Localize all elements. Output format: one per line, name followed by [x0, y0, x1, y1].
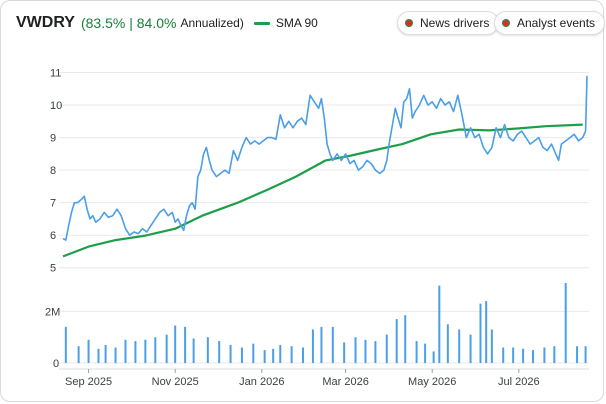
sma-legend-label: SMA 90	[275, 16, 318, 30]
volume-bar	[532, 350, 535, 363]
volume-bar	[576, 346, 579, 363]
price-axis-ticks: 5 6 7 8 9 10 11	[50, 68, 62, 275]
volume-bar	[512, 347, 515, 363]
price-tick-label: 9	[50, 133, 56, 145]
news-drivers-label: News drivers	[420, 16, 490, 30]
volume-bar	[263, 350, 266, 363]
volume-bar	[343, 342, 346, 363]
volume-bar	[438, 285, 441, 363]
volume-bar	[206, 337, 209, 363]
volume-bar	[584, 346, 587, 363]
volume-bar	[320, 326, 323, 363]
volume-bar	[144, 339, 147, 363]
performance-value: (83.5% | 84.0%	[80, 15, 177, 31]
volume-bar	[553, 346, 556, 363]
price-line	[62, 75, 588, 241]
analyst-events-dot-icon	[502, 19, 510, 27]
price-tick-label: 7	[50, 198, 56, 210]
price-tick-label: 5	[50, 263, 56, 275]
volume-bar	[458, 329, 461, 363]
price-tick-label: 11	[50, 68, 61, 80]
volume-bar	[522, 348, 525, 363]
volume-bar	[114, 347, 117, 363]
volume-tick-label: 2M	[45, 306, 60, 318]
volume-bar	[77, 346, 80, 363]
x-tick-label: Sep 2025	[65, 376, 112, 388]
sma-legend-swatch	[253, 21, 270, 25]
x-tick-label: Mar 2026	[322, 376, 368, 388]
x-axis-ticks: Sep 2025 Nov 2025 Jan 2026 Mar 2026 May 2026…	[65, 369, 540, 388]
volume-bar	[192, 338, 195, 363]
volume-bar	[165, 334, 168, 363]
price-tick-label: 8	[50, 165, 56, 177]
price-series	[62, 75, 588, 241]
x-tick-label: May 2026	[408, 376, 456, 388]
volume-bars	[64, 283, 587, 363]
volume-bar	[395, 319, 398, 363]
volume-bar	[124, 339, 127, 363]
sma-legend[interactable]: SMA 90	[253, 16, 318, 30]
volume-bar	[543, 347, 546, 363]
volume-bar	[154, 337, 157, 363]
volume-bar	[432, 351, 435, 363]
volume-bar	[134, 341, 137, 363]
volume-bar	[97, 348, 100, 363]
volume-bar	[354, 337, 357, 363]
volume-bar	[424, 343, 427, 363]
volume-bar	[184, 326, 187, 363]
volume-bar	[104, 344, 107, 363]
price-tick-label: 6	[50, 230, 56, 242]
volume-bar	[218, 341, 221, 363]
volume-bar	[301, 347, 304, 363]
price-tick-label: 10	[50, 100, 62, 112]
ticker-symbol: VWDRY	[16, 14, 75, 31]
sma-series	[62, 123, 583, 258]
x-tick-label: Nov 2025	[152, 376, 199, 388]
sma-line	[62, 123, 583, 258]
volume-bar	[331, 326, 334, 363]
volume-bar	[240, 347, 243, 363]
volume-bar	[229, 344, 232, 363]
x-tick-label: Jan 2026	[239, 376, 284, 388]
volume-bar	[364, 339, 367, 363]
volume-tick-label: 0	[53, 358, 59, 370]
volume-bar	[272, 348, 275, 363]
volume-bar	[290, 346, 293, 363]
volume-bar	[415, 341, 418, 363]
volume-axis-ticks: 0 2M	[45, 306, 60, 370]
news-drivers-dot-icon	[405, 19, 413, 27]
news-drivers-button[interactable]: News drivers	[397, 11, 500, 35]
volume-bar	[446, 324, 449, 363]
volume-bar	[374, 341, 377, 363]
analyst-events-button[interactable]: Analyst events	[494, 11, 606, 35]
volume-bar	[64, 326, 67, 363]
volume-bar	[479, 303, 482, 363]
volume-bar	[490, 329, 493, 363]
volume-bar	[87, 339, 90, 363]
annualized-label: Annualized)	[180, 16, 244, 30]
volume-bar	[469, 334, 472, 363]
x-tick-label: Jul 2026	[498, 376, 540, 388]
volume-bar	[279, 344, 282, 363]
volume-bar	[385, 334, 388, 363]
volume-bar	[502, 347, 505, 363]
volume-bar	[404, 315, 407, 363]
volume-bar	[252, 343, 255, 363]
volume-bar	[311, 329, 314, 363]
volume-bar	[485, 301, 488, 363]
analyst-events-label: Analyst events	[517, 16, 596, 30]
chart-header: VWDRY (83.5% | 84.0% Annualized) SMA 90	[16, 12, 318, 34]
volume-bar	[174, 325, 177, 363]
volume-bar	[564, 283, 567, 363]
